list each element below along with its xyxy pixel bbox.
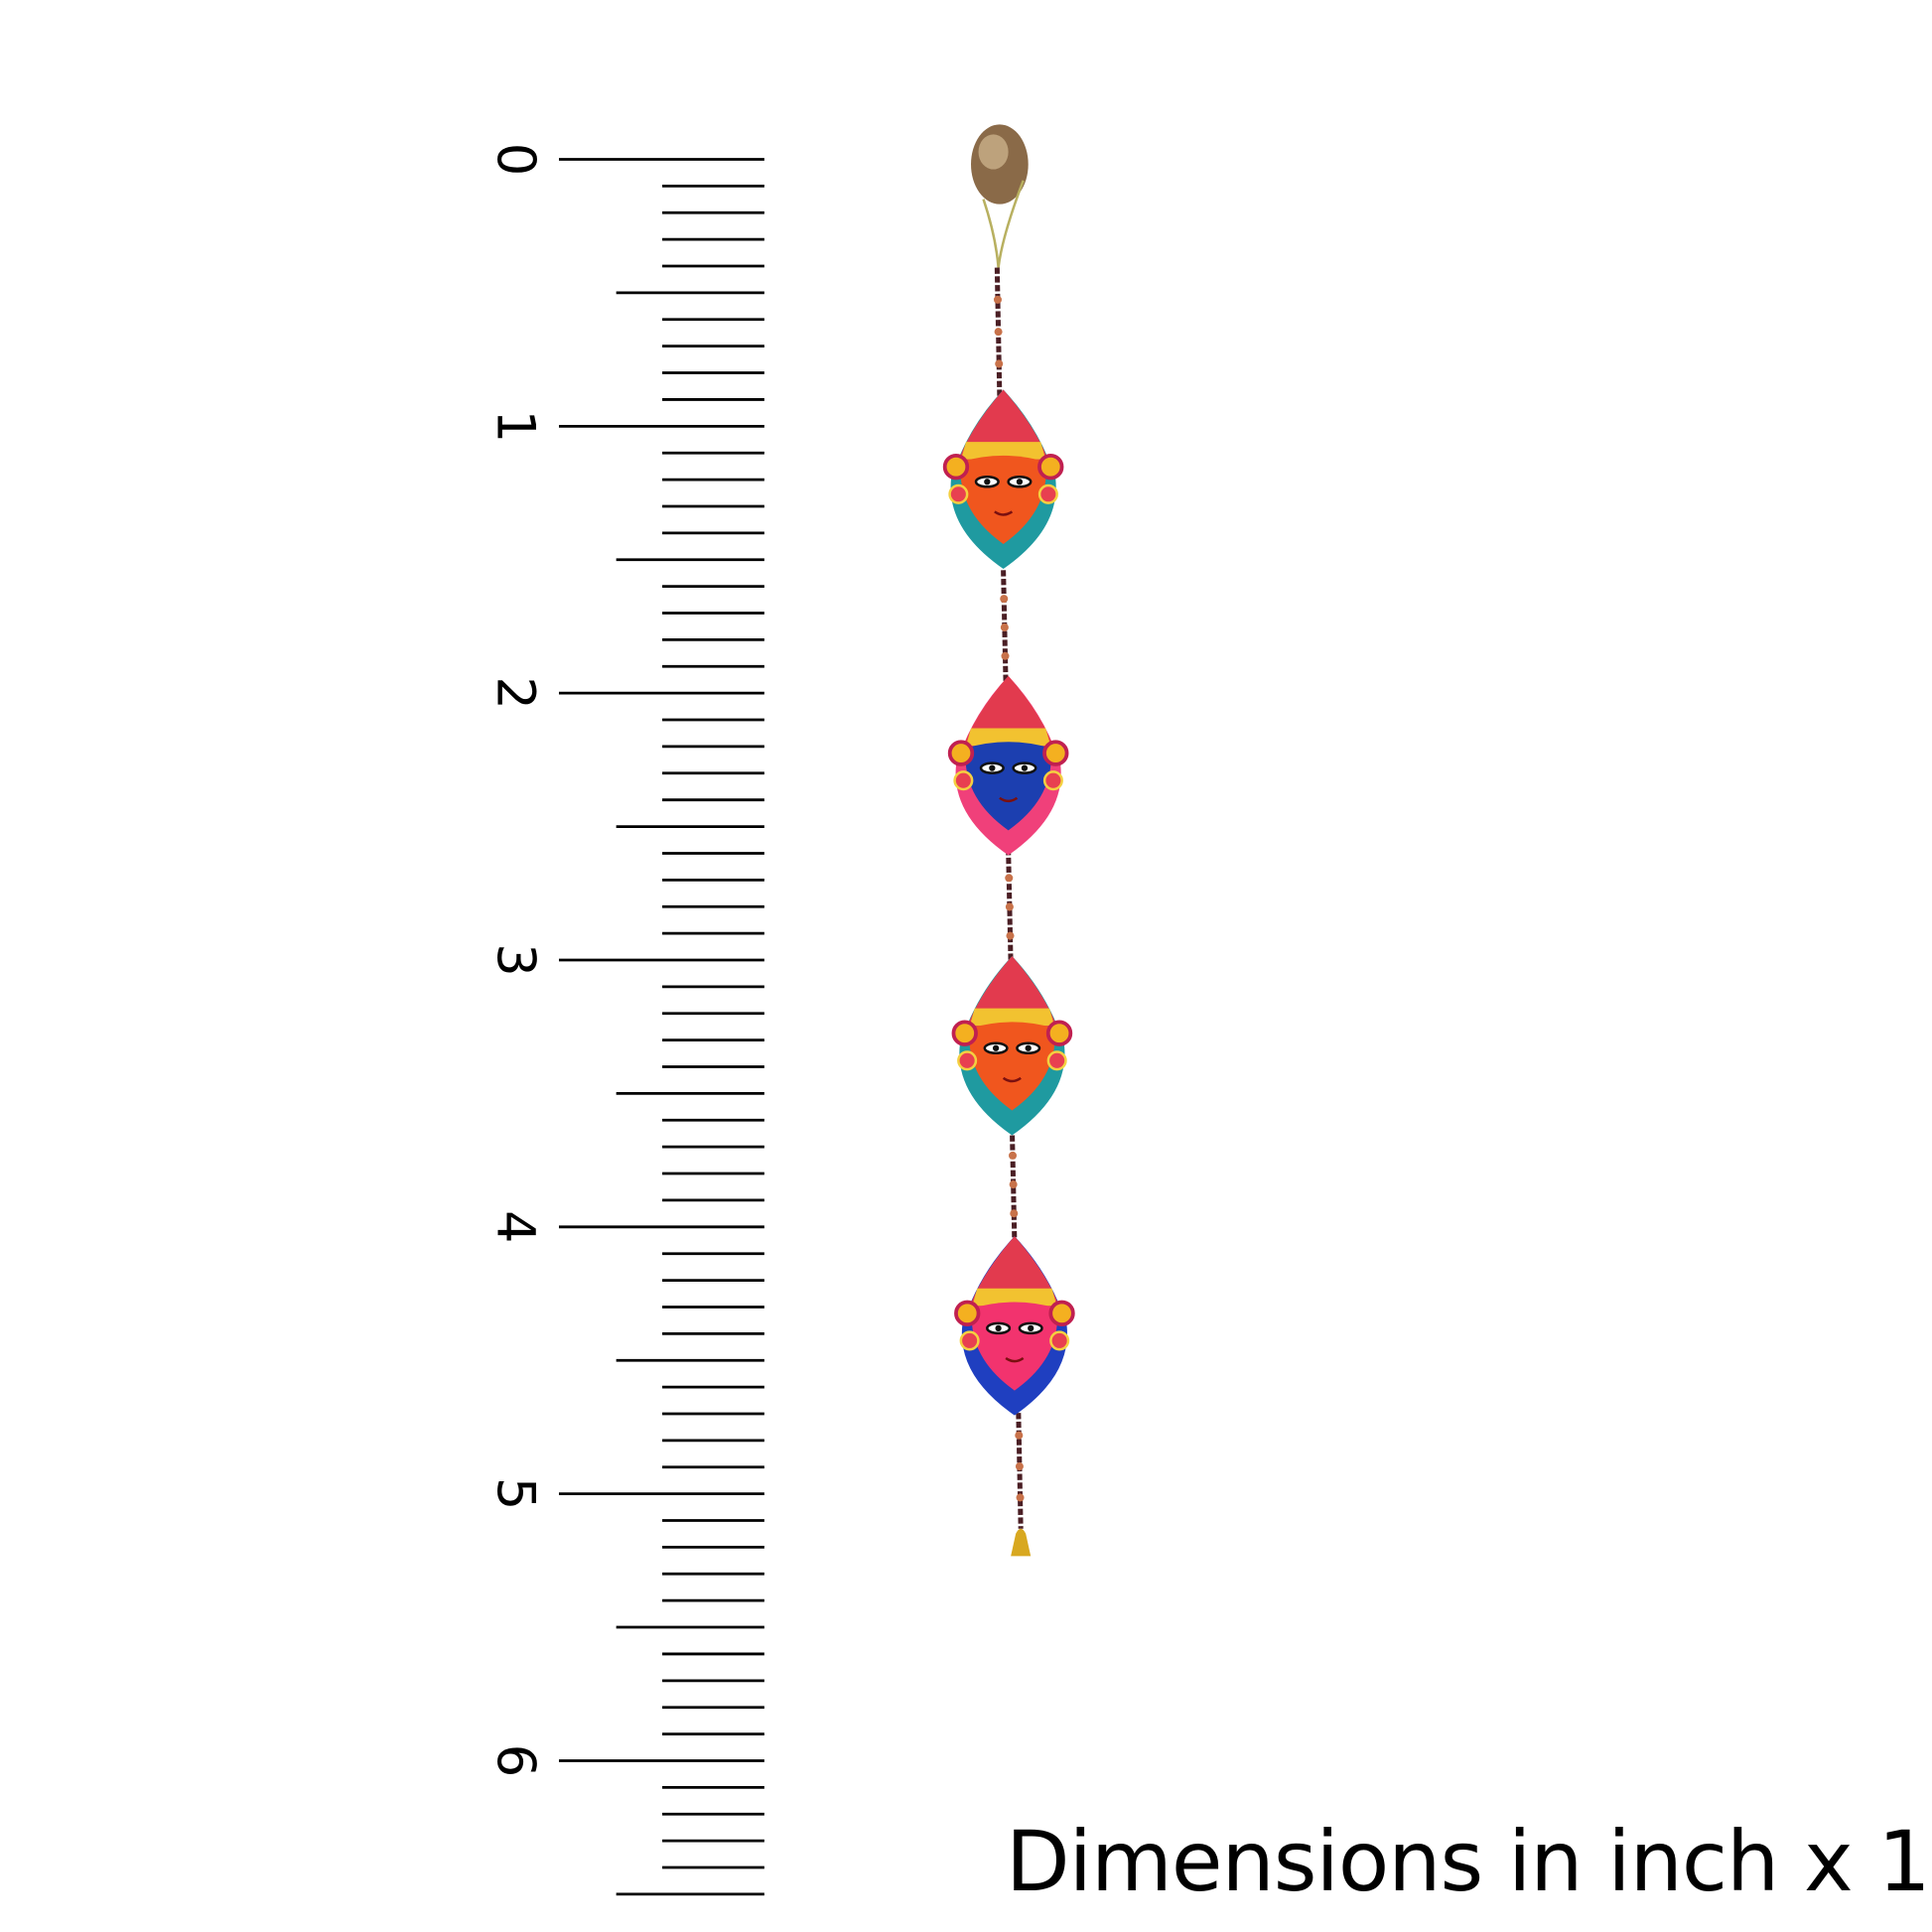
mask [951, 955, 1073, 1136]
ruler [558, 158, 764, 1896]
mask [954, 1236, 1075, 1416]
ruler-label: 6 [485, 1744, 546, 1778]
ruler-label: 2 [485, 676, 546, 710]
ruler-label: 5 [485, 1477, 546, 1511]
mask [947, 675, 1069, 856]
mask [942, 389, 1064, 570]
wall-hook-knob [971, 124, 1029, 268]
hanging-mask-string [942, 124, 1075, 1557]
bead-string [993, 267, 1025, 1529]
bell-icon [1011, 1528, 1032, 1557]
ruler-labels: 0 1 2 3 4 5 6 [485, 143, 546, 1777]
ruler-label: 3 [485, 943, 546, 977]
ruler-label: 1 [485, 410, 546, 444]
dimensions-caption: Dimensions in inch x 10 [1006, 1813, 1932, 1910]
ruler-label: 4 [485, 1210, 546, 1244]
ruler-label: 0 [485, 143, 546, 177]
